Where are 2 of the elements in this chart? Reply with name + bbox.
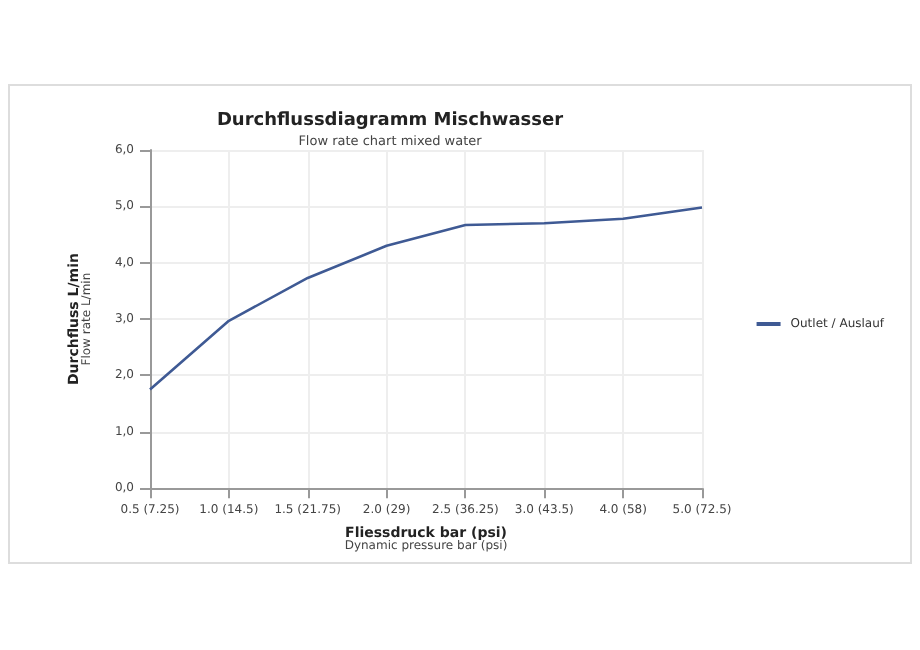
chart-title: Durchflussdiagramm Mischwasser — [216, 111, 565, 131]
line-series — [148, 206, 704, 391]
